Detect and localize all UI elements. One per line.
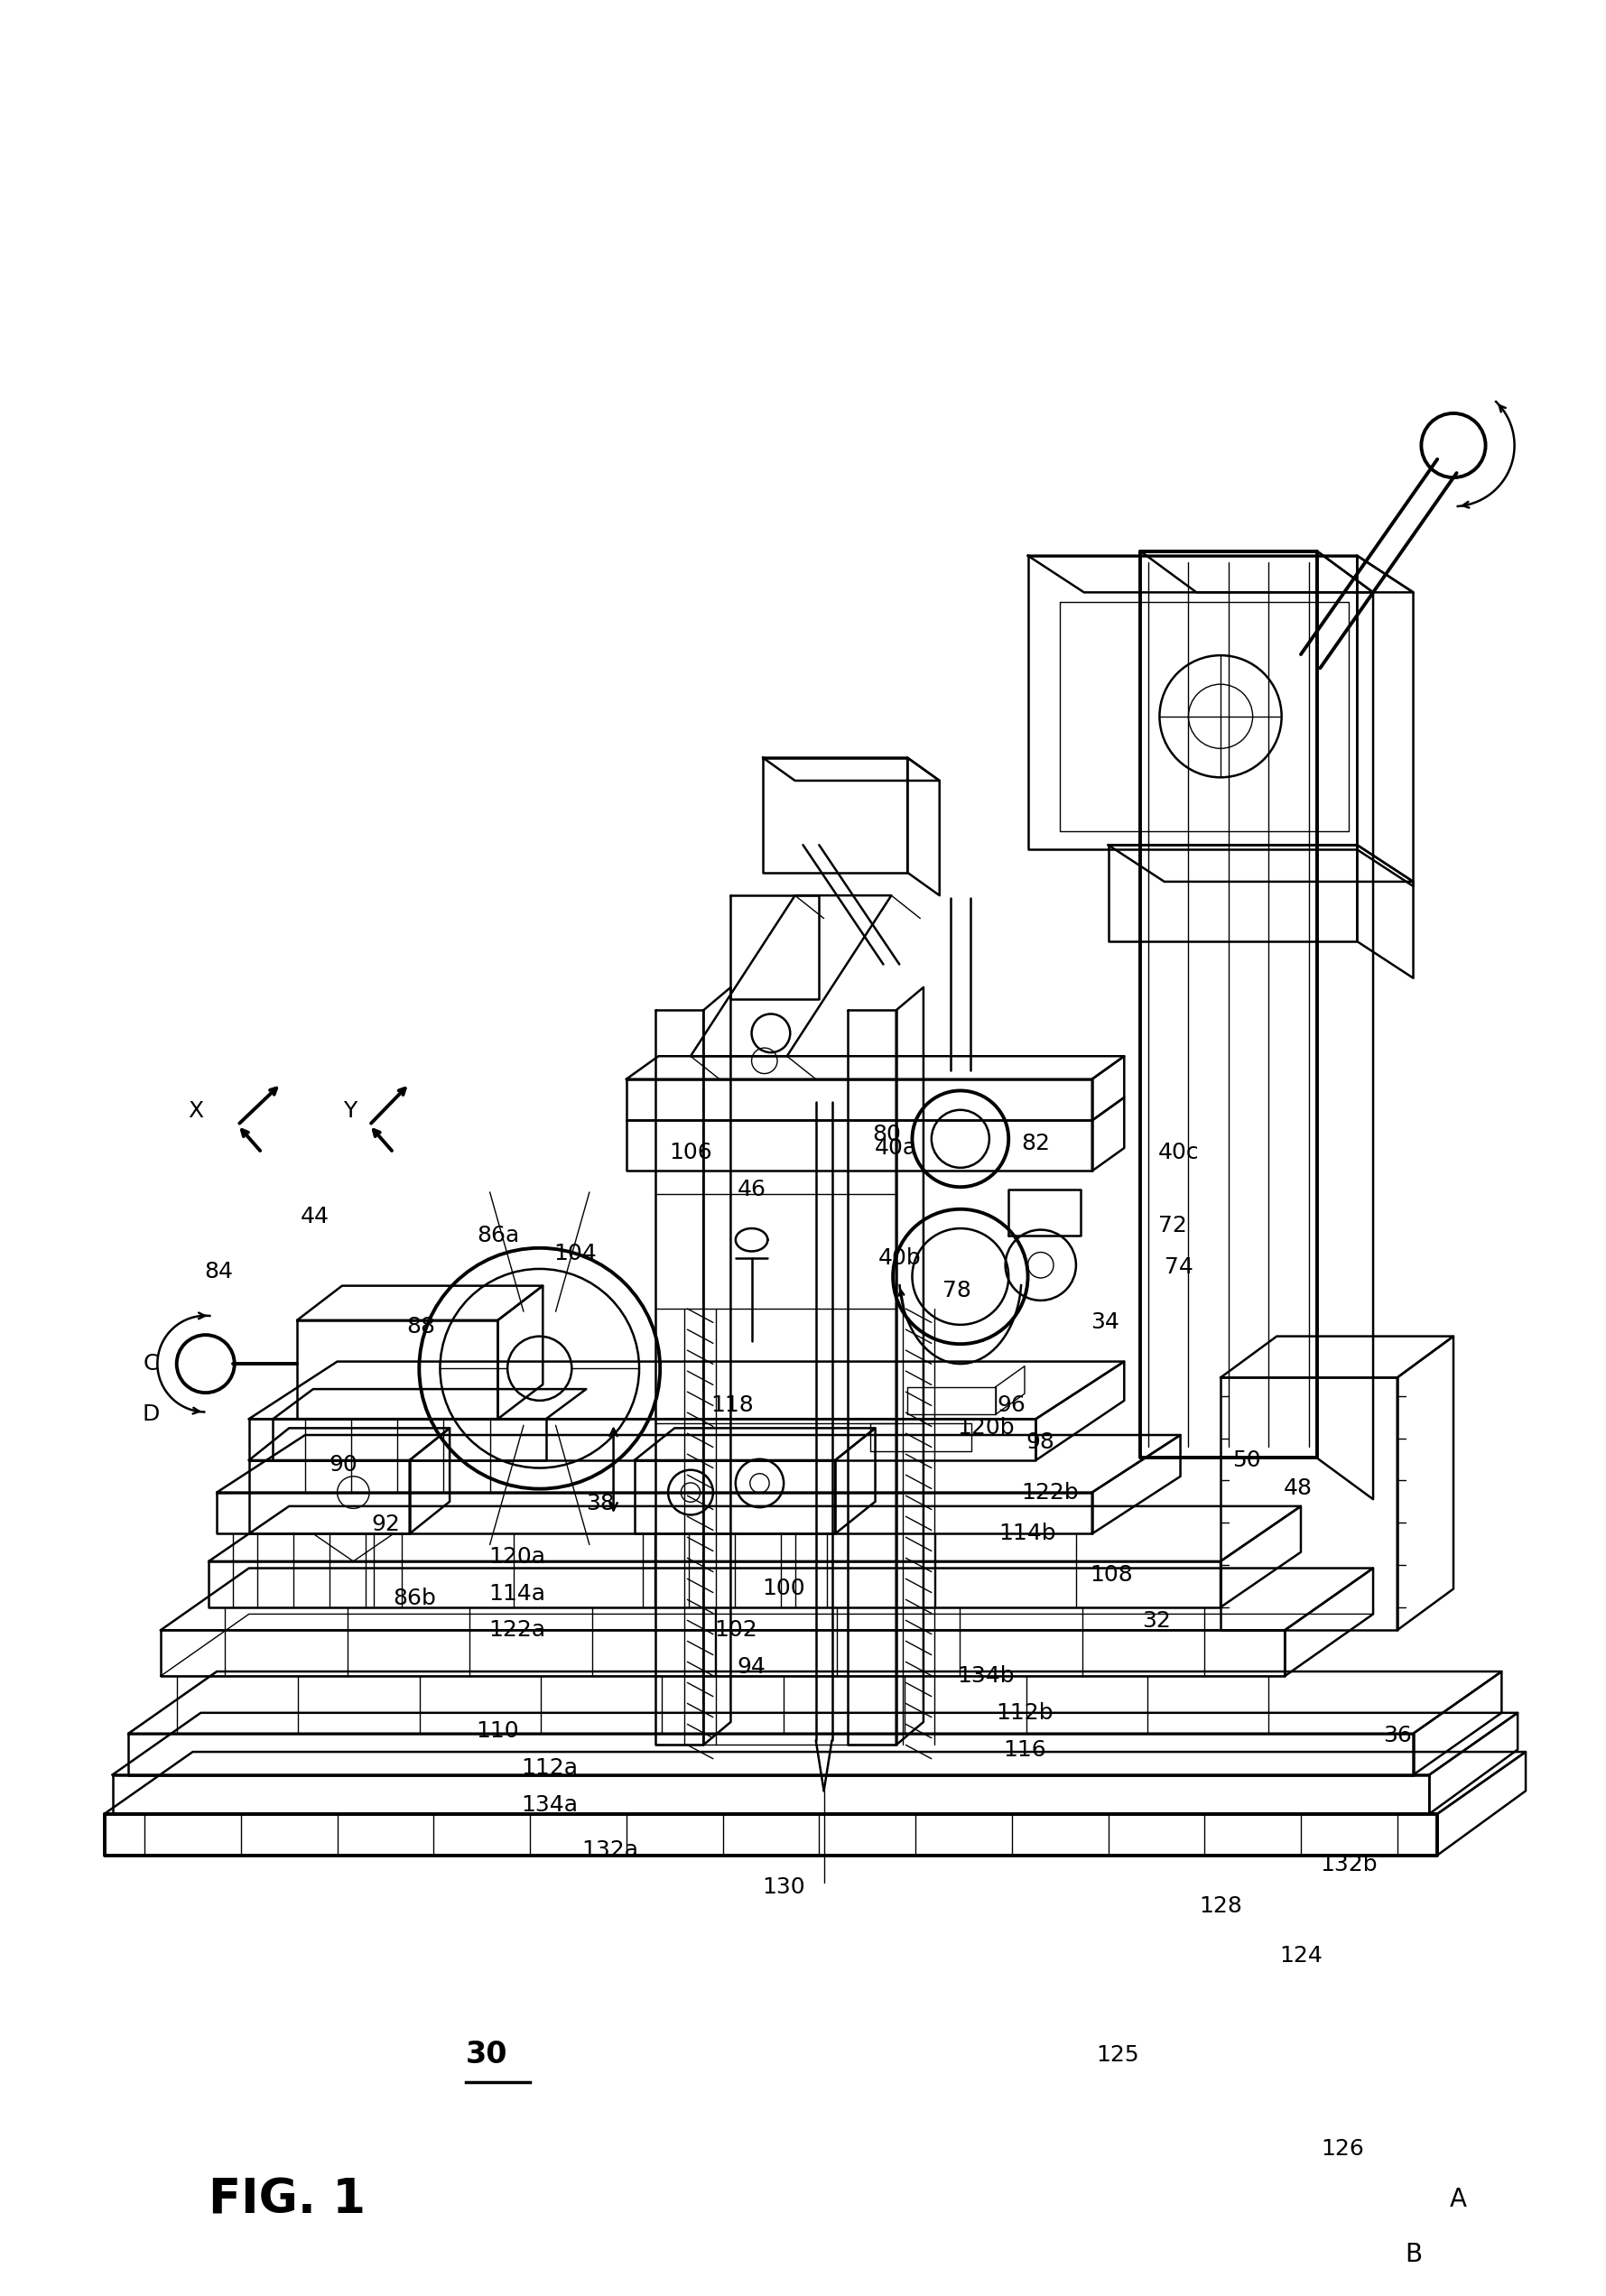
Text: 122a: 122a: [488, 1619, 546, 1642]
Text: 36: 36: [1383, 1724, 1412, 1747]
Text: 134b: 134b: [957, 1665, 1015, 1688]
Text: 32: 32: [1142, 1609, 1171, 1632]
Text: 44: 44: [300, 1205, 329, 1228]
Text: 132b: 132b: [1320, 1853, 1378, 1876]
Text: 112a: 112a: [520, 1756, 578, 1779]
Text: 120a: 120a: [488, 1545, 546, 1568]
Text: 48: 48: [1283, 1476, 1312, 1499]
Text: A: A: [1450, 2186, 1466, 2213]
Text: 108: 108: [1090, 1564, 1132, 1587]
Text: 78: 78: [943, 1279, 972, 1302]
Text: 46: 46: [737, 1178, 766, 1201]
Text: 40b: 40b: [878, 1247, 920, 1270]
Circle shape: [752, 1015, 790, 1052]
Text: 124: 124: [1280, 1945, 1322, 1968]
Circle shape: [1421, 413, 1486, 478]
Text: FIG. 1: FIG. 1: [209, 2177, 366, 2223]
Text: B: B: [1405, 2241, 1421, 2268]
Text: 96: 96: [997, 1394, 1026, 1417]
Text: 102: 102: [715, 1619, 756, 1642]
Text: 92: 92: [371, 1513, 400, 1536]
Text: 34: 34: [1090, 1311, 1119, 1334]
Text: 86a: 86a: [477, 1224, 519, 1247]
Text: 82: 82: [1021, 1132, 1050, 1155]
Text: 112b: 112b: [996, 1701, 1054, 1724]
Text: 128: 128: [1200, 1894, 1241, 1917]
Text: 132a: 132a: [581, 1839, 639, 1862]
Text: 98: 98: [1026, 1430, 1055, 1453]
Text: 122b: 122b: [1021, 1481, 1079, 1504]
Text: 38: 38: [586, 1492, 615, 1515]
Text: C: C: [143, 1352, 159, 1375]
Text: 104: 104: [554, 1242, 596, 1265]
Text: 116: 116: [1004, 1738, 1046, 1761]
Text: 74: 74: [1164, 1256, 1193, 1279]
Text: 80: 80: [872, 1123, 901, 1146]
Text: 30: 30: [466, 2041, 507, 2069]
Text: D: D: [143, 1403, 159, 1426]
Text: 72: 72: [1158, 1215, 1187, 1238]
Text: 40a: 40a: [875, 1137, 917, 1159]
Text: 130: 130: [763, 1876, 805, 1899]
Text: 125: 125: [1097, 2043, 1139, 2066]
Text: 100: 100: [763, 1577, 805, 1600]
Text: 84: 84: [204, 1261, 233, 1283]
Text: 90: 90: [329, 1453, 358, 1476]
Circle shape: [177, 1334, 234, 1394]
Text: 88: 88: [406, 1316, 435, 1339]
Text: 94: 94: [737, 1655, 766, 1678]
Text: 118: 118: [711, 1394, 753, 1417]
Text: X: X: [188, 1100, 204, 1123]
Text: 114a: 114a: [488, 1582, 546, 1605]
Text: 40c: 40c: [1158, 1141, 1200, 1164]
Text: 134a: 134a: [520, 1793, 578, 1816]
Text: 86b: 86b: [393, 1587, 435, 1609]
Text: 110: 110: [477, 1720, 519, 1743]
Text: Y: Y: [344, 1100, 357, 1123]
Text: 50: 50: [1232, 1449, 1261, 1472]
Text: 106: 106: [670, 1141, 711, 1164]
Circle shape: [912, 1091, 1009, 1187]
Text: 120b: 120b: [957, 1417, 1015, 1440]
Text: 114b: 114b: [999, 1522, 1057, 1545]
Text: 126: 126: [1322, 2138, 1363, 2161]
